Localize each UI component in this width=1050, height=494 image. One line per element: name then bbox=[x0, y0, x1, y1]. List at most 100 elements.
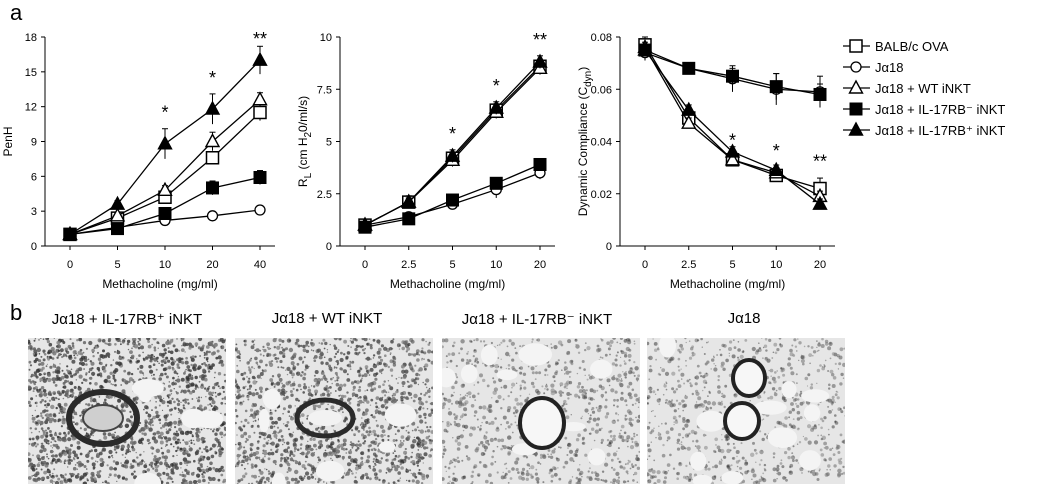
tissue-speck bbox=[176, 365, 180, 369]
tissue-speck bbox=[694, 445, 697, 447]
tissue-speck bbox=[188, 343, 193, 348]
tissue-speck bbox=[38, 363, 41, 366]
tissue-speck bbox=[372, 468, 377, 472]
tissue-speck bbox=[530, 381, 535, 386]
legend-item-1: BALB/c OVA bbox=[843, 39, 949, 54]
tissue-speck bbox=[500, 407, 503, 410]
tissue-speck bbox=[616, 419, 620, 422]
tissue-speck bbox=[319, 393, 323, 397]
tissue-speck bbox=[41, 398, 44, 402]
tissue-speck bbox=[69, 338, 72, 341]
data-point bbox=[401, 193, 417, 208]
tissue-speck bbox=[525, 456, 529, 459]
alveolar-space bbox=[271, 472, 286, 484]
tissue-speck bbox=[776, 420, 781, 425]
tissue-speck bbox=[179, 473, 182, 476]
tissue-speck bbox=[616, 378, 620, 383]
tissue-speck bbox=[546, 388, 549, 391]
tissue-speck bbox=[213, 428, 216, 431]
data-point bbox=[206, 181, 219, 195]
tissue-speck bbox=[414, 428, 418, 432]
tissue-speck bbox=[28, 400, 31, 405]
tissue-speck bbox=[352, 388, 355, 392]
tissue-speck bbox=[312, 448, 315, 451]
tissue-speck bbox=[616, 351, 619, 354]
tissue-speck bbox=[63, 479, 66, 482]
tissue-speck bbox=[700, 403, 705, 408]
airway-lumen bbox=[82, 404, 124, 432]
tissue-speck bbox=[205, 350, 209, 354]
tissue-speck bbox=[619, 342, 621, 345]
tissue-speck bbox=[442, 392, 444, 396]
tissue-speck bbox=[82, 481, 86, 484]
tissue-speck bbox=[343, 395, 347, 398]
tissue-speck bbox=[383, 346, 388, 351]
tissue-speck bbox=[46, 355, 49, 358]
tissue-speck bbox=[335, 360, 337, 363]
tissue-speck bbox=[340, 368, 344, 371]
tissue-speck bbox=[324, 377, 328, 381]
tissue-speck bbox=[285, 369, 287, 371]
tissue-speck bbox=[606, 412, 610, 416]
tissue-speck bbox=[167, 421, 172, 427]
tissue-speck bbox=[589, 388, 594, 393]
tissue-speck bbox=[372, 452, 377, 456]
tissue-speck bbox=[161, 400, 166, 405]
tissue-speck bbox=[609, 353, 611, 356]
tissue-speck bbox=[410, 444, 414, 448]
tissue-speck bbox=[141, 432, 144, 435]
tissue-speck bbox=[357, 429, 361, 433]
data-point bbox=[252, 51, 268, 66]
tissue-speck bbox=[219, 338, 224, 342]
tissue-speck bbox=[472, 355, 475, 358]
tissue-speck bbox=[614, 363, 618, 367]
tissue-speck bbox=[39, 390, 43, 394]
tissue-speck bbox=[50, 461, 54, 465]
tissue-speck bbox=[171, 480, 174, 483]
tissue-speck bbox=[123, 402, 128, 407]
significance-marker: * bbox=[449, 124, 456, 144]
tissue-speck bbox=[168, 381, 170, 383]
tissue-speck bbox=[133, 440, 137, 445]
tissue-speck bbox=[40, 412, 43, 415]
tissue-speck bbox=[803, 345, 806, 348]
tissue-speck bbox=[31, 442, 35, 447]
tissue-speck bbox=[42, 349, 46, 353]
tissue-speck bbox=[609, 430, 613, 433]
tissue-speck bbox=[424, 367, 427, 371]
tissue-speck bbox=[276, 448, 279, 451]
tissue-speck bbox=[338, 395, 341, 397]
tissue-speck bbox=[198, 460, 201, 462]
tissue-speck bbox=[774, 426, 777, 428]
tissue-speck bbox=[388, 347, 393, 351]
tissue-speck bbox=[578, 389, 583, 394]
tissue-speck bbox=[279, 463, 283, 468]
tissue-speck bbox=[837, 368, 840, 370]
tissue-speck bbox=[844, 415, 845, 417]
tissue-speck bbox=[762, 472, 765, 475]
tissue-speck bbox=[97, 357, 102, 361]
tissue-speck bbox=[635, 454, 639, 457]
tissue-speck bbox=[275, 463, 277, 466]
tissue-speck bbox=[378, 347, 382, 352]
alveolar-space bbox=[480, 344, 498, 366]
tissue-speck bbox=[626, 462, 630, 465]
tissue-speck bbox=[511, 387, 513, 389]
tissue-speck bbox=[626, 440, 629, 443]
tissue-speck bbox=[78, 374, 83, 379]
tissue-speck bbox=[312, 471, 315, 474]
tissue-speck bbox=[159, 461, 163, 466]
tissue-speck bbox=[139, 370, 143, 374]
tissue-speck bbox=[34, 478, 39, 483]
tissue-speck bbox=[399, 477, 401, 479]
tissue-speck bbox=[515, 369, 518, 372]
tissue-speck bbox=[209, 461, 213, 466]
tissue-speck bbox=[804, 437, 808, 441]
tissue-speck bbox=[134, 396, 139, 401]
tissue-speck bbox=[427, 359, 429, 361]
tissue-speck bbox=[600, 438, 604, 442]
tissue-speck bbox=[335, 382, 340, 387]
tissue-speck bbox=[589, 397, 594, 401]
tissue-speck bbox=[581, 415, 583, 417]
